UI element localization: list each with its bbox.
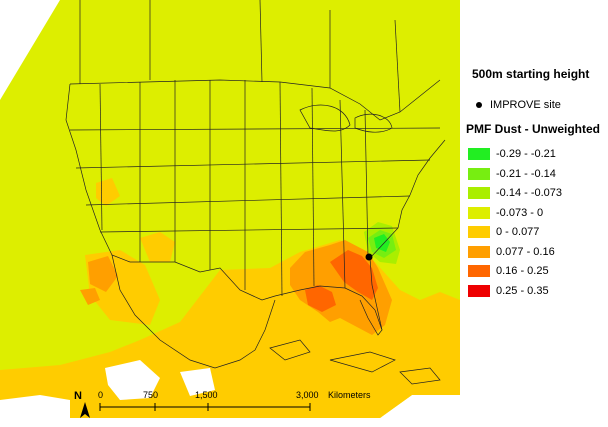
scale-unit: Kilometers [328, 390, 371, 400]
scale-tick-750: 750 [143, 390, 159, 400]
layer-title: PMF Dust - Unweighted [466, 122, 600, 136]
legend-swatch [468, 187, 490, 200]
legend-swatch [468, 148, 490, 161]
no-data-area [105, 360, 160, 400]
legend-class-row: 0 - 0.077 [468, 226, 539, 240]
map-title: 500m starting height [472, 67, 590, 81]
legend-class-label: -0.073 - 0 [496, 206, 544, 219]
legend-swatch [468, 245, 490, 258]
boundary-lines [65, 0, 446, 385]
north-arrow-icon [80, 402, 90, 418]
concentration-zone-high-negative [374, 234, 390, 252]
legend-class-row: -0.29 - -0.21 [468, 148, 556, 162]
scale-tick-1500: 1,500 [195, 390, 218, 400]
legend-class-label: -0.21 - -0.14 [496, 167, 556, 180]
legend-class-row: 0.25 - 0.35 [468, 285, 549, 299]
concentration-zone-high-positive [330, 250, 378, 300]
no-data-area [180, 368, 215, 396]
legend-class-label: 0.16 - 0.25 [496, 265, 549, 277]
legend-site-row: IMPROVE site [476, 99, 561, 111]
legend-class-row: -0.073 - 0 [468, 207, 543, 221]
legend-class-label: 0 - 0.077 [496, 226, 540, 238]
concentration-zone-mid-positive [80, 288, 100, 305]
concentration-zone-low-positive [140, 232, 175, 262]
improve-site-marker [365, 253, 373, 261]
legend-swatch [468, 167, 490, 180]
legend-class-label: 0.077 - 0.16 [496, 245, 555, 258]
no-data-area [0, 395, 70, 418]
concentration-zone-mid-positive [88, 256, 118, 292]
site-dot-icon [476, 102, 482, 109]
legend-class-row: 0.16 - 0.25 [468, 265, 549, 279]
scale-tick-0: 0 [98, 390, 104, 400]
legend-class-label: -0.14 - -0.073 [496, 187, 563, 199]
legend-class-label: -0.29 - -0.21 [496, 148, 556, 160]
north-label: N [74, 390, 82, 402]
legend-class-row: -0.14 - -0.073 [468, 187, 562, 201]
legend-swatch [468, 226, 490, 239]
legend-class-row: 0.077 - 0.16 [468, 246, 555, 260]
scale-bar [99, 403, 311, 411]
concentration-zone-low-positive [410, 372, 445, 395]
legend-class-label: 0.25 - 0.35 [496, 284, 549, 297]
concentration-zone-low-positive [96, 178, 120, 206]
legend-swatch [468, 265, 490, 278]
legend-swatch [468, 206, 490, 219]
concentration-zone-low-positive [430, 335, 460, 360]
legend-class-row: -0.21 - -0.14 [468, 168, 556, 182]
concentration-zone-high-positive [305, 285, 336, 312]
legend-swatch [468, 284, 490, 297]
scale-tick-3000: 3,000 [296, 390, 319, 400]
map-canvas [0, 0, 460, 418]
legend-site-label: IMPROVE site [490, 99, 561, 111]
